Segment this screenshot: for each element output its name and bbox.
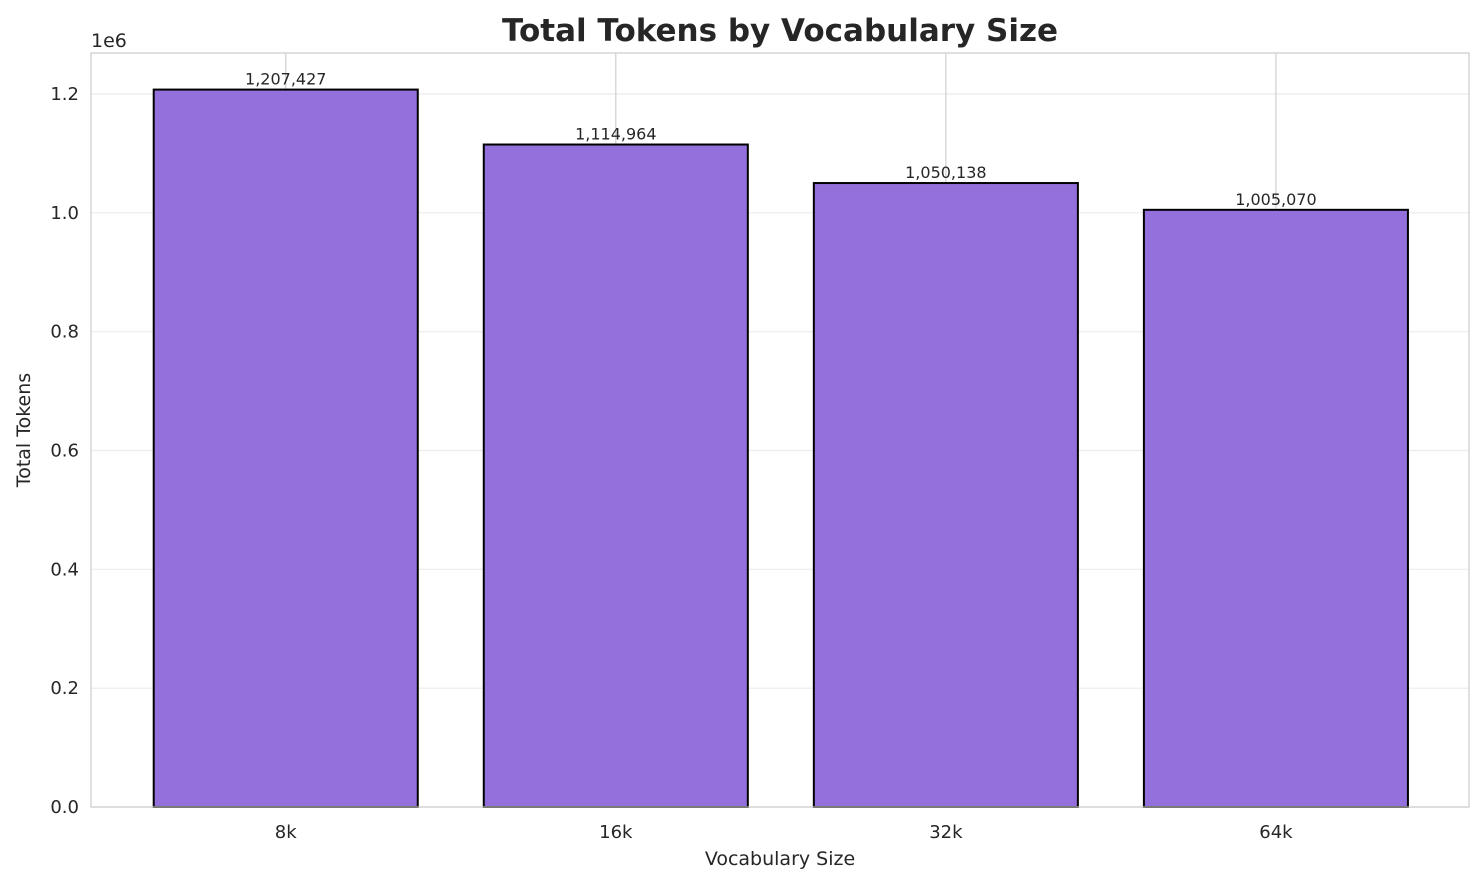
- y-tick-label: 0.4: [50, 559, 79, 580]
- plot-frame: [90, 52, 1470, 808]
- bar-32k: [812, 182, 1079, 808]
- x-tick-label: 8k: [275, 822, 297, 843]
- y-tick-label: 1.0: [50, 203, 79, 224]
- bar-64k: [1142, 208, 1409, 809]
- y-tick-label: 0.6: [50, 440, 79, 461]
- y-tick-label: 0.0: [50, 797, 79, 818]
- chart-title: Total Tokens by Vocabulary Size: [502, 13, 1058, 49]
- x-tick-label: 64k: [1259, 822, 1293, 843]
- x-tick-label: 32k: [929, 822, 963, 843]
- data-label: 1,207,427: [245, 70, 326, 89]
- bar-8k: [152, 88, 419, 809]
- y-tick-label: 0.8: [50, 322, 79, 343]
- y-tick-label: 0.2: [50, 678, 79, 699]
- y-tick-label: 1.2: [50, 84, 79, 105]
- bar-16k: [482, 143, 749, 808]
- data-label: 1,050,138: [905, 163, 986, 182]
- data-label: 1,114,964: [575, 125, 656, 144]
- x-tick-label: 16k: [599, 822, 633, 843]
- y-axis-label: Total Tokens: [13, 373, 35, 488]
- y-offset-label: 1e6: [91, 30, 127, 52]
- data-label: 1,005,070: [1235, 190, 1316, 209]
- x-axis-label: Vocabulary Size: [705, 848, 855, 870]
